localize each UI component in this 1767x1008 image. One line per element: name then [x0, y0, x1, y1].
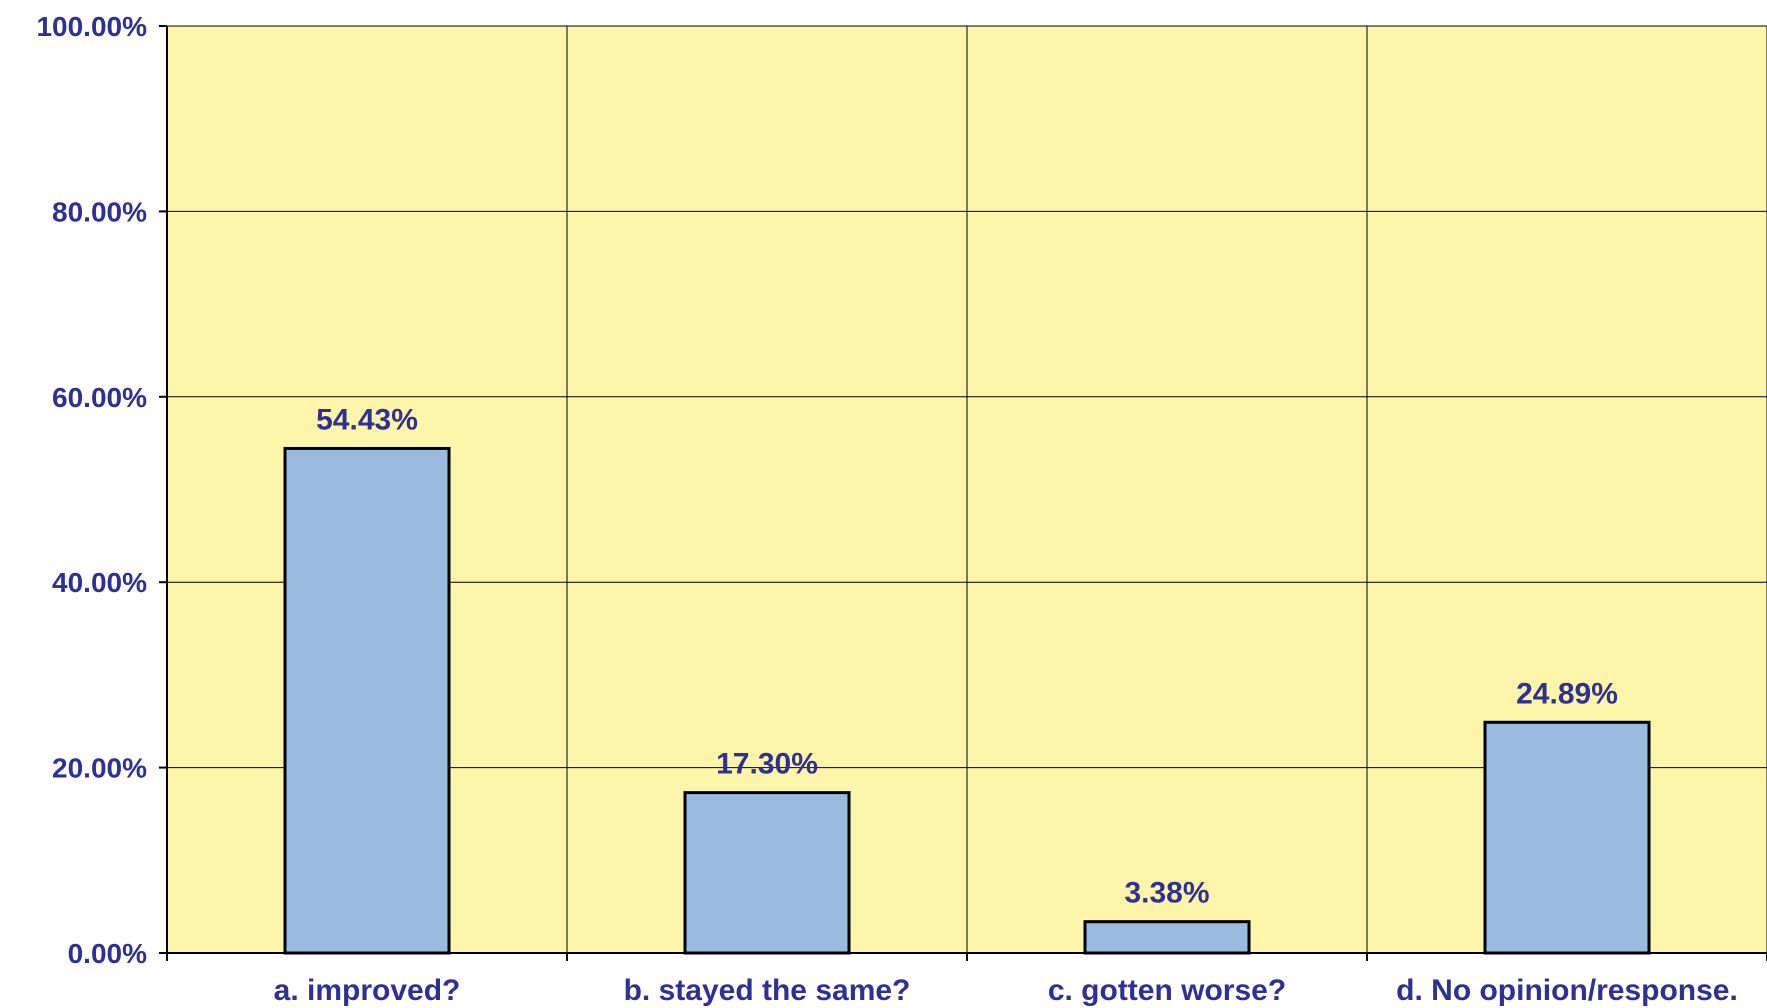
- x-category-label: b. stayed the same?: [624, 974, 911, 1007]
- bar: [683, 791, 851, 955]
- y-tick-label: 60.00%: [52, 382, 147, 413]
- bar: [1083, 920, 1251, 955]
- y-tick-label: 80.00%: [52, 196, 147, 227]
- category-labels: a. improved? b. stayed the same? c. gotten…: [274, 974, 1738, 1007]
- data-label: 17.30%: [716, 748, 818, 781]
- bar: [283, 446, 451, 955]
- axes: [159, 25, 1767, 961]
- y-tick-label: 40.00%: [52, 567, 147, 598]
- y-tick-label: 20.00%: [52, 753, 147, 784]
- x-category-label: a. improved?: [274, 974, 461, 1007]
- data-labels: 54.43% 17.30% 3.38% 24.89%: [316, 403, 1618, 909]
- data-label: 3.38%: [1124, 877, 1209, 910]
- x-category-label: c. gotten worse?: [1048, 974, 1286, 1007]
- y-tick-labels: 0.00% 20.00% 40.00% 60.00% 80.00% 100.00%: [36, 11, 147, 969]
- bar: [1483, 720, 1651, 955]
- y-tick-label: 0.00%: [68, 938, 147, 969]
- data-label: 24.89%: [1516, 677, 1618, 710]
- data-label: 54.43%: [316, 403, 418, 436]
- y-tick-label: 100.00%: [36, 11, 147, 42]
- x-category-label: d. No opinion/response.: [1396, 974, 1738, 1007]
- bars: [283, 446, 1651, 955]
